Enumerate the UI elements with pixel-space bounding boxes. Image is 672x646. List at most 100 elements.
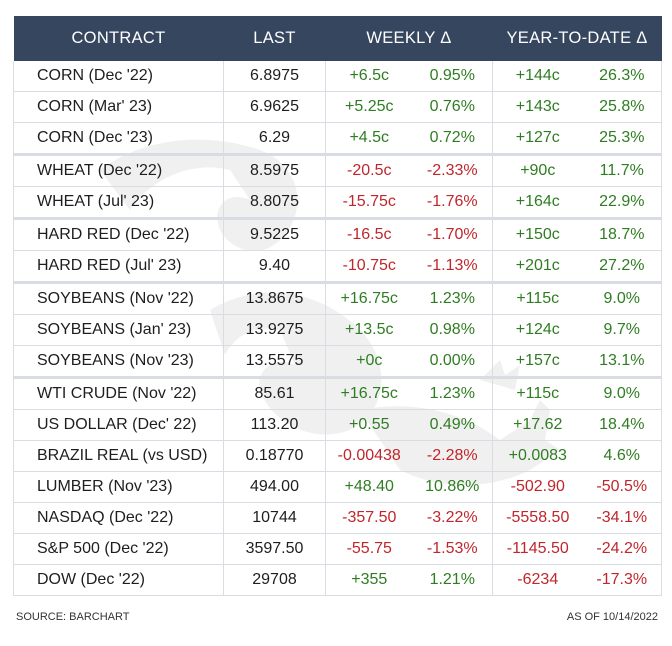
ytd-change-cell: +157c [492, 345, 583, 378]
weekly-percent-cell: 0.98% [412, 314, 493, 346]
contract-name-cell: US DOLLAR (Dec' 22) [13, 409, 224, 441]
ytd-percent-cell: -34.1% [582, 502, 663, 534]
weekly-change-cell: +16.75c [325, 281, 413, 315]
weekly-percent-cell: 0.95% [412, 61, 493, 92]
table-row: NASDAQ (Dec '22) 10744 -357.50 -3.22% -5558.… [13, 502, 663, 534]
weekly-change-cell: -15.75c [325, 186, 413, 219]
table-body: CORN (Dec '22) 6.8975 +6.5c 0.95% +144c 26.3%… [13, 61, 663, 596]
weekly-change-cell: +16.75c [325, 376, 413, 410]
weekly-change-cell: +13.5c [325, 314, 413, 346]
weekly-change-cell: +6.5c [325, 61, 413, 92]
ytd-change-cell: -5558.50 [492, 502, 583, 534]
table-row: WHEAT (Dec '22) 8.5975 -20.5c -2.33% +90c 11.… [13, 153, 663, 187]
ytd-change-cell: +90c [492, 153, 583, 187]
header-weekly-change: WEEKLY Δ [325, 16, 493, 61]
contract-name-cell: WHEAT (Jul' 23) [13, 186, 224, 219]
weekly-change-cell: +5.25c [325, 91, 413, 123]
table-row: LUMBER (Nov '23) 494.00 +48.40 10.86% -502.9… [13, 471, 663, 503]
weekly-percent-cell: 10.86% [412, 471, 493, 503]
weekly-percent-cell: -1.53% [412, 533, 493, 565]
contract-name-cell: NASDAQ (Dec '22) [13, 502, 224, 534]
weekly-change-cell: +4.5c [325, 122, 413, 155]
ytd-percent-cell: 18.7% [582, 217, 663, 251]
last-price-cell: 13.9275 [223, 314, 326, 346]
weekly-percent-cell: -1.70% [412, 217, 493, 251]
weekly-percent-cell: 0.49% [412, 409, 493, 441]
last-price-cell: 3597.50 [223, 533, 326, 565]
weekly-percent-cell: -2.28% [412, 440, 493, 472]
weekly-percent-cell: 1.23% [412, 376, 493, 410]
contract-name-cell: CORN (Mar' 23) [13, 91, 224, 123]
commodity-table: CONTRACT LAST WEEKLY Δ YEAR-TO-DATE Δ CO… [13, 16, 663, 596]
contract-name-cell: SOYBEANS (Nov '23) [13, 345, 224, 378]
contract-name-cell: HARD RED (Dec '22) [13, 217, 224, 251]
ytd-percent-cell: 9.0% [582, 376, 663, 410]
contract-name-cell: SOYBEANS (Jan' 23) [13, 314, 224, 346]
contract-name-cell: SOYBEANS (Nov '22) [13, 281, 224, 315]
contract-name-cell: BRAZIL REAL (vs USD) [13, 440, 224, 472]
ytd-percent-cell: 25.8% [582, 91, 663, 123]
ytd-change-cell: +150c [492, 217, 583, 251]
table-row: US DOLLAR (Dec' 22) 113.20 +0.55 0.49% +17.6… [13, 409, 663, 441]
ytd-change-cell: -1145.50 [492, 533, 583, 565]
ytd-change-cell: +201c [492, 250, 583, 283]
last-price-cell: 6.9625 [223, 91, 326, 123]
table-row: SOYBEANS (Nov '23) 13.5575 +0c 0.00% +157c 13… [13, 345, 663, 378]
ytd-change-cell: +115c [492, 281, 583, 315]
weekly-percent-cell: 0.00% [412, 345, 493, 378]
contract-name-cell: LUMBER (Nov '23) [13, 471, 224, 503]
table-row: SOYBEANS (Jan' 23) 13.9275 +13.5c 0.98% +124… [13, 314, 663, 346]
weekly-change-cell: +355 [325, 564, 413, 596]
table-row: CORN (Mar' 23) 6.9625 +5.25c 0.76% +143c 25.8… [13, 91, 663, 123]
ytd-change-cell: +127c [492, 122, 583, 155]
ytd-change-cell: +124c [492, 314, 583, 346]
header-contract: CONTRACT [13, 16, 224, 61]
contract-name-cell: DOW (Dec '22) [13, 564, 224, 596]
weekly-percent-cell: -3.22% [412, 502, 493, 534]
weekly-change-cell: -16.5c [325, 217, 413, 251]
ytd-change-cell: +115c [492, 376, 583, 410]
weekly-percent-cell: -1.76% [412, 186, 493, 219]
source-note: SOURCE: BARCHART [16, 611, 130, 623]
weekly-percent-cell: 1.21% [412, 564, 493, 596]
ytd-percent-cell: 22.9% [582, 186, 663, 219]
weekly-change-cell: -20.5c [325, 153, 413, 187]
ytd-change-cell: +164c [492, 186, 583, 219]
weekly-change-cell: +0c [325, 345, 413, 378]
table-row: HARD RED (Jul' 23) 9.40 -10.75c -1.13% +201c… [13, 250, 663, 283]
ytd-percent-cell: 26.3% [582, 61, 663, 92]
header-row: CONTRACT LAST WEEKLY Δ YEAR-TO-DATE Δ [13, 16, 662, 61]
weekly-change-cell: -55.75 [325, 533, 413, 565]
last-price-cell: 494.00 [223, 471, 326, 503]
commodity-table-container: CONTRACT LAST WEEKLY Δ YEAR-TO-DATE Δ CO… [13, 16, 663, 596]
contract-name-cell: WTI CRUDE (Nov '22) [13, 376, 224, 410]
last-price-cell: 10744 [223, 502, 326, 534]
weekly-percent-cell: 1.23% [412, 281, 493, 315]
weekly-change-cell: -357.50 [325, 502, 413, 534]
ytd-percent-cell: -17.3% [582, 564, 663, 596]
table-row: S&P 500 (Dec '22) 3597.50 -55.75 -1.53% -114… [13, 533, 663, 565]
table-row: SOYBEANS (Nov '22) 13.8675 +16.75c 1.23% +11… [13, 281, 663, 315]
table-row: DOW (Dec '22) 29708 +355 1.21% -6234 -17.3% [13, 564, 663, 596]
last-price-cell: 113.20 [223, 409, 326, 441]
ytd-percent-cell: 13.1% [582, 345, 663, 378]
last-price-cell: 6.8975 [223, 61, 326, 92]
weekly-percent-cell: 0.76% [412, 91, 493, 123]
weekly-change-cell: -0.00438 [325, 440, 413, 472]
table-row: HARD RED (Dec '22) 9.5225 -16.5c -1.70% +150… [13, 217, 663, 251]
ytd-change-cell: +144c [492, 61, 583, 92]
as-of-date: AS OF 10/14/2022 [566, 611, 658, 623]
table-row: WHEAT (Jul' 23) 8.8075 -15.75c -1.76% +164c 2… [13, 186, 663, 219]
ytd-percent-cell: 4.6% [582, 440, 663, 472]
contract-name-cell: WHEAT (Dec '22) [13, 153, 224, 187]
weekly-percent-cell: 0.72% [412, 122, 493, 155]
header-last: LAST [223, 16, 326, 61]
last-price-cell: 13.8675 [223, 281, 326, 315]
last-price-cell: 29708 [223, 564, 326, 596]
ytd-percent-cell: 25.3% [582, 122, 663, 155]
last-price-cell: 8.5975 [223, 153, 326, 187]
table-row: CORN (Dec '22) 6.8975 +6.5c 0.95% +144c 26.3% [13, 61, 663, 92]
ytd-percent-cell: 9.0% [582, 281, 663, 315]
table-row: CORN (Dec '23) 6.29 +4.5c 0.72% +127c 25.3% [13, 122, 663, 155]
weekly-change-cell: +0.55 [325, 409, 413, 441]
